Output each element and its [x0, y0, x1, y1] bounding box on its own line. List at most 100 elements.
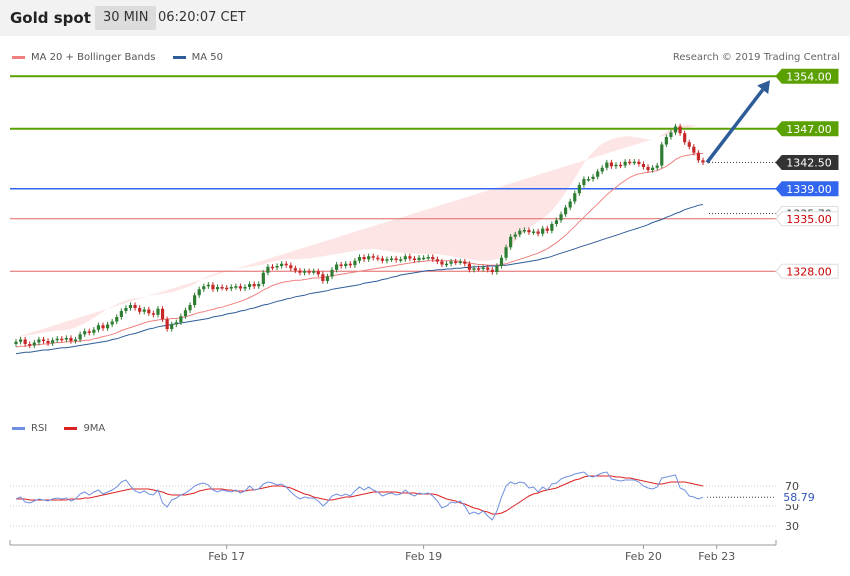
candle-body	[605, 162, 609, 168]
candle-body	[467, 263, 472, 270]
candle-body	[270, 266, 275, 269]
legend-label-rsi-ma: 9MA	[83, 423, 106, 434]
candle-body	[243, 287, 247, 289]
candle-body	[289, 265, 293, 269]
bollinger-band-layer	[16, 125, 699, 338]
candle-body	[348, 263, 352, 266]
price-tag-box	[775, 121, 839, 137]
candle-body	[179, 316, 183, 323]
candle-body	[586, 179, 591, 181]
timestamp: 06:20:07 CET	[158, 10, 246, 25]
candles-layer	[14, 123, 705, 349]
candle-body	[618, 164, 623, 167]
candle-body	[312, 271, 316, 273]
main-legend: MA 20 + Bollinger Bands MA 50	[12, 52, 237, 63]
candle-body	[582, 179, 586, 185]
candle-body	[518, 230, 522, 235]
candle-body	[183, 310, 188, 317]
legend-item-ma20: MA 20 + Bollinger Bands	[12, 52, 155, 63]
price-tag-last: 1342.50	[775, 155, 839, 170]
candle-body	[357, 257, 362, 261]
candle-body	[687, 142, 691, 147]
legend-label-ma50: MA 50	[191, 52, 223, 63]
candle-body	[641, 164, 646, 167]
candle-body	[151, 313, 155, 315]
candle-body	[92, 329, 96, 333]
candle-body	[87, 331, 91, 333]
time-axis-label: Feb 20	[625, 550, 662, 563]
candle-body	[229, 287, 233, 289]
candle-body	[399, 259, 403, 261]
candle-body	[646, 167, 650, 170]
candle-body	[609, 162, 613, 167]
time-axis-label: Feb 19	[405, 550, 442, 563]
candle-body	[64, 338, 68, 340]
candle-body	[138, 308, 142, 312]
candle-body	[417, 257, 421, 260]
price-tag-box	[775, 211, 839, 227]
candle-body	[596, 171, 600, 177]
candle-body	[408, 256, 412, 259]
candle-body	[651, 167, 655, 170]
candle-body	[14, 341, 18, 344]
candle-body	[73, 339, 78, 341]
legend-item-rsi: RSI	[12, 423, 47, 434]
price-tag-label: 1339.00	[786, 183, 832, 196]
price-tag-label: 1328.00	[786, 265, 832, 278]
price-tag-box	[775, 181, 839, 197]
candle-body	[156, 308, 160, 315]
candle-body	[165, 319, 169, 329]
candle-body	[280, 263, 284, 266]
price-tag-label: 1347.00	[786, 123, 832, 136]
candle-body	[394, 258, 398, 260]
candle-body	[673, 126, 678, 133]
forecast-arrow-shaft	[705, 88, 765, 164]
candle-body	[174, 322, 178, 325]
candle-body	[458, 261, 462, 263]
candle-body	[628, 161, 632, 164]
candle-body	[344, 263, 348, 266]
candle-body	[554, 220, 559, 224]
candle-body	[325, 276, 330, 281]
moving-average-layer	[15, 153, 704, 355]
candle-body	[504, 247, 508, 258]
candle-body	[170, 324, 174, 329]
candle-body	[142, 309, 146, 312]
candle-body	[55, 338, 59, 341]
candle-body	[133, 305, 137, 308]
candle-body	[559, 214, 563, 221]
rsi-level-label: 70	[785, 480, 799, 493]
legend-swatch-rsi	[12, 426, 25, 430]
timeframe-button[interactable]: 30 MIN	[95, 6, 157, 30]
time-axis: Feb 17 Feb 19 Feb 20 Feb 23	[9, 540, 777, 563]
candle-body	[664, 137, 668, 145]
candle-body	[28, 344, 32, 346]
candle-body	[655, 165, 659, 168]
bollinger-band-area	[16, 125, 699, 338]
candle-body	[321, 274, 325, 281]
forecast-arrow-head	[757, 80, 770, 95]
candle-body	[225, 287, 229, 290]
candle-body	[124, 308, 128, 311]
candle-body	[238, 286, 243, 289]
candle-body	[573, 193, 577, 202]
legend-item-rsi-ma: 9MA	[64, 423, 105, 434]
candle-body	[96, 325, 101, 330]
candle-body	[298, 270, 302, 273]
candle-body	[472, 268, 476, 270]
candle-body	[119, 311, 123, 317]
candle-body	[307, 271, 311, 273]
candle-body	[293, 268, 297, 271]
rsi-last-label: 58.79	[783, 491, 815, 504]
time-axis-label: Feb 23	[698, 550, 735, 563]
candle-body	[412, 258, 417, 260]
candle-body	[701, 160, 705, 163]
rsi-ma-line	[16, 475, 704, 515]
price-tags-layer: 1335.701335.001328.001354.001347.001339.…	[775, 68, 839, 279]
candle-body	[431, 257, 435, 260]
candle-body	[202, 286, 206, 290]
candle-body	[541, 228, 545, 234]
forecast-arrow-layer	[705, 80, 770, 164]
legend-label-ma20: MA 20 + Bollinger Bands	[31, 52, 156, 63]
